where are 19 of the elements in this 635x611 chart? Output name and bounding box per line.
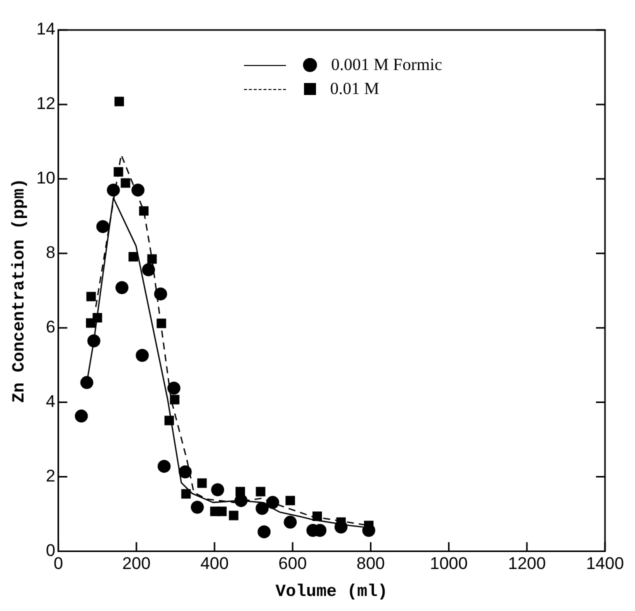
x-tick-label: 600 bbox=[278, 554, 307, 574]
x-tick-label: 200 bbox=[122, 554, 151, 574]
y-tick-label: 14 bbox=[36, 20, 56, 39]
legend-label: 0.001 M Formic bbox=[331, 55, 442, 75]
y-tick-label: 2 bbox=[46, 466, 56, 486]
y-tick-label: 6 bbox=[46, 318, 56, 337]
x-tick-label: 1200 bbox=[508, 554, 546, 574]
legend-label: 0.01 M bbox=[330, 79, 380, 99]
y-tick-label: 10 bbox=[36, 168, 56, 188]
x-tick-label: 1000 bbox=[430, 554, 468, 574]
y-tick-label: 12 bbox=[36, 94, 56, 114]
x-tick-label: 1400 bbox=[586, 554, 624, 574]
y-tick-label: 8 bbox=[46, 243, 56, 262]
y-tick-label: 0 bbox=[46, 540, 56, 560]
x-tick-label: 400 bbox=[200, 554, 229, 574]
x-axis-title: Volume (ml) bbox=[276, 583, 388, 602]
y-tick-label: 4 bbox=[46, 392, 56, 411]
y-axis-title: Zn Concentration (ppm) bbox=[10, 178, 30, 403]
x-tick-label: 800 bbox=[356, 554, 385, 574]
